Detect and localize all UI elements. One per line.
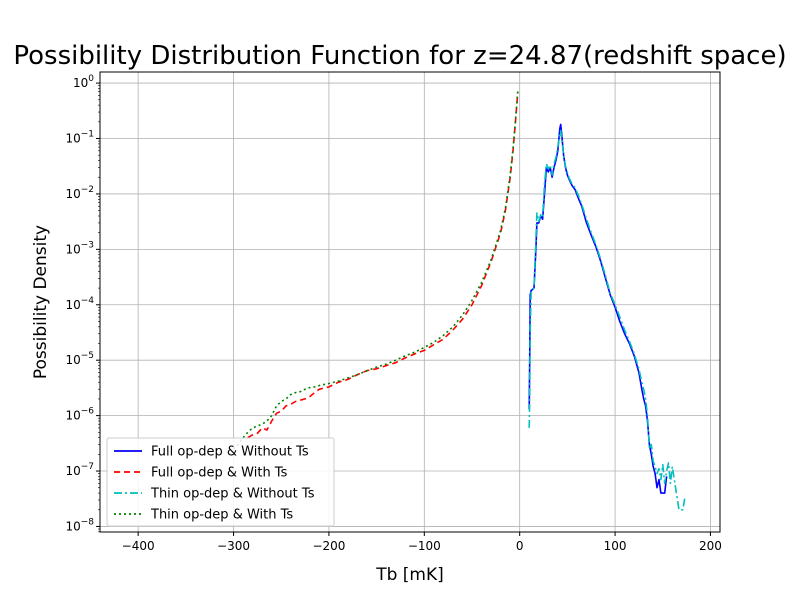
y-tick-label: 10−5 [65,351,94,367]
y-tick-label: 10−6 [65,407,94,423]
y-axis-label: Possibility Density [31,225,51,379]
plot-frame [99,71,721,533]
x-tick-label: −200 [312,539,345,553]
legend-box [106,437,335,527]
legend-label: Thin op-dep & Without Ts [150,487,315,502]
grid [100,72,720,532]
x-tick-label: −100 [408,539,441,553]
legend-label: Full op-dep & With Ts [151,466,288,481]
x-tick-label: −300 [217,539,250,553]
series-group [232,90,686,511]
chart-title: Possibility Distribution Function for z=… [13,41,786,71]
x-tick-label: 200 [699,539,722,553]
y-tick-label: 10−1 [65,130,94,146]
legend-label: Full op-dep & Without Ts [151,445,309,460]
y-tick-label: 10−4 [65,296,94,312]
legend-label: Thin op-dep & With Ts [150,508,293,523]
series-line-3 [528,129,686,511]
y-tick-label: 10−3 [65,240,94,256]
ticks: −400 −300 −200 −100 0 100 200 100 10−1 10−2 10−3 10… [65,74,721,553]
x-tick-label: 100 [604,539,627,553]
y-tick-label: 10−2 [65,185,94,201]
x-axis-label: Tb [mK] [375,565,444,585]
legend: Full op-dep & Without Ts Full op-dep & Wi… [106,437,335,527]
y-tick-label: 10−7 [65,462,94,478]
x-tick-label: −400 [122,539,155,553]
x-tick-label: 0 [516,539,524,553]
y-tick-label: 10−8 [65,517,94,533]
y-tick-label: 100 [73,74,94,90]
series-line-4 [232,90,519,450]
